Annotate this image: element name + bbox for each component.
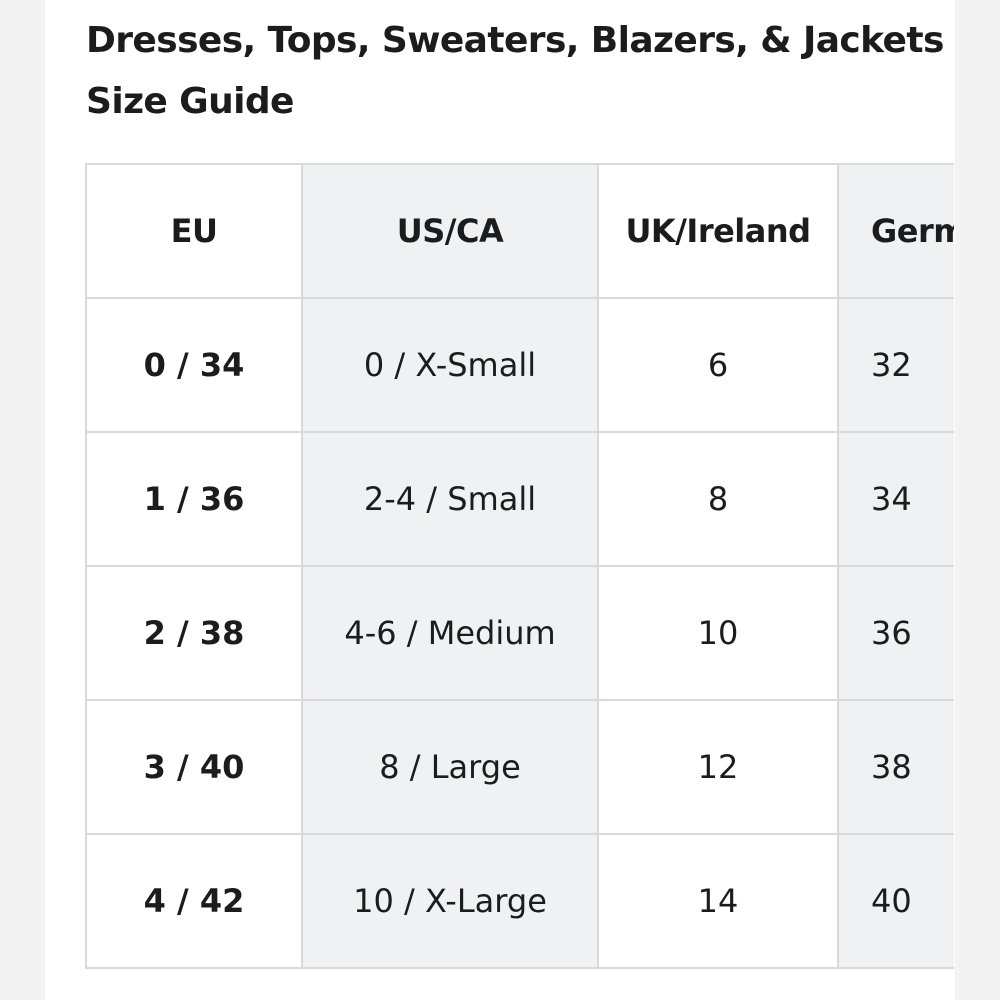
size-guide-table: EU US/CA UK/Ireland Germany 0 / 34 0 / X… [85, 163, 954, 969]
cell-uk-ireland: 6 [597, 297, 839, 433]
cell-eu: 3 / 40 [85, 699, 303, 835]
table-row: 4 / 42 10 / X-Large 14 40 [85, 833, 954, 969]
cell-us-ca: 8 / Large [301, 699, 599, 835]
cell-eu: 0 / 34 [85, 297, 303, 433]
cell-us-ca: 2-4 / Small [301, 431, 599, 567]
size-table-viewport[interactable]: EU US/CA UK/Ireland Germany 0 / 34 0 / X… [85, 163, 954, 976]
table-row: 0 / 34 0 / X-Small 6 32 [85, 297, 954, 433]
cell-germany: 32 [837, 297, 954, 433]
table-row: 3 / 40 8 / Large 12 38 [85, 699, 954, 835]
cell-eu: 1 / 36 [85, 431, 303, 567]
cell-us-ca: 10 / X-Large [301, 833, 599, 969]
cell-germany: 34 [837, 431, 954, 567]
cell-uk-ireland: 10 [597, 565, 839, 701]
cell-uk-ireland: 14 [597, 833, 839, 969]
header-us-ca: US/CA [301, 163, 599, 299]
page-title-line-1: Dresses, Tops, Sweaters, Blazers, & Jack… [86, 20, 944, 61]
cell-germany: 36 [837, 565, 954, 701]
cell-uk-ireland: 12 [597, 699, 839, 835]
header-eu: EU [85, 163, 303, 299]
table-header-row: EU US/CA UK/Ireland Germany [85, 163, 954, 299]
cell-germany: 40 [837, 833, 954, 969]
cell-germany: 38 [837, 699, 954, 835]
page-title: Dresses, Tops, Sweaters, Blazers, & Jack… [86, 10, 946, 132]
cell-us-ca: 0 / X-Small [301, 297, 599, 433]
table-row: 1 / 36 2-4 / Small 8 34 [85, 431, 954, 567]
cell-uk-ireland: 8 [597, 431, 839, 567]
cell-eu: 2 / 38 [85, 565, 303, 701]
header-germany: Germany [837, 163, 954, 299]
table-row: 2 / 38 4-6 / Medium 10 36 [85, 565, 954, 701]
page-title-line-2: Size Guide [86, 81, 294, 122]
cell-eu: 4 / 42 [85, 833, 303, 969]
cell-us-ca: 4-6 / Medium [301, 565, 599, 701]
header-uk-ireland: UK/Ireland [597, 163, 839, 299]
